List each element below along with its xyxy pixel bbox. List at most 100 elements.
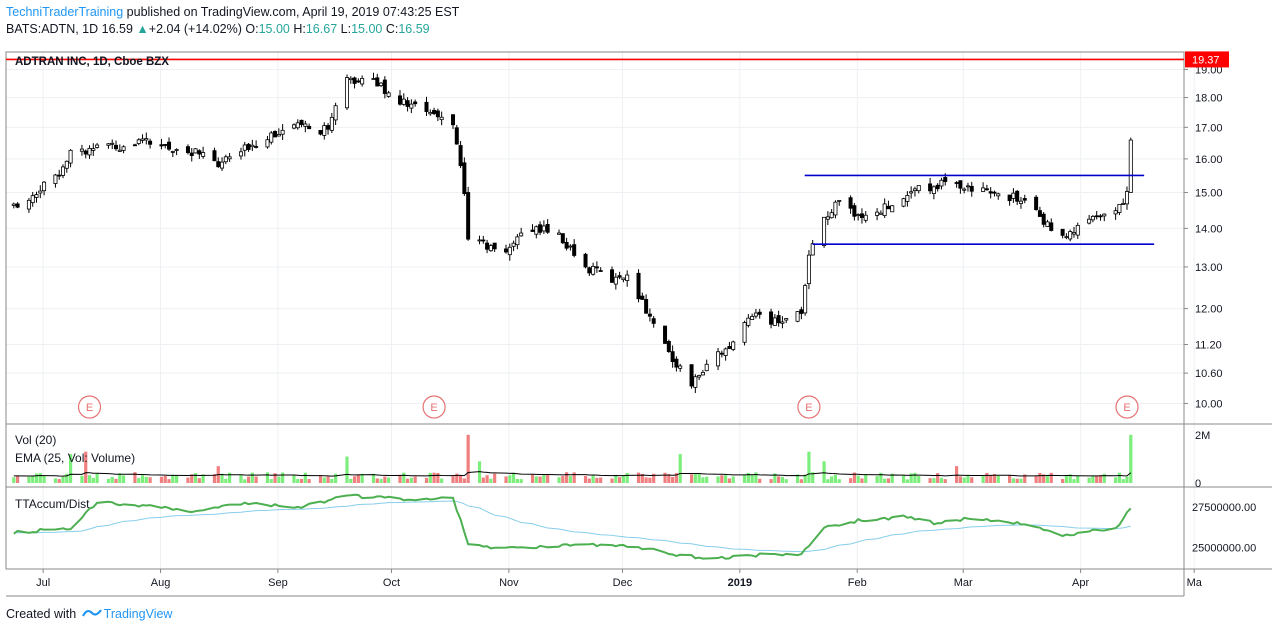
candle-body	[958, 180, 963, 189]
candle-body	[678, 365, 683, 369]
volume-bar	[254, 476, 258, 483]
volume-bar	[273, 473, 277, 483]
volume-bar	[375, 478, 379, 483]
candle-body	[723, 348, 728, 356]
candle-body	[386, 92, 391, 97]
candle-body	[829, 212, 834, 219]
candle-body	[833, 201, 838, 216]
candle-body	[333, 105, 338, 121]
candle-body	[170, 151, 175, 153]
volume-bar	[38, 473, 42, 483]
candle-body	[882, 203, 887, 216]
candle-body	[356, 80, 361, 83]
candle-body	[246, 143, 251, 150]
candle-body	[185, 146, 190, 154]
earnings-marker-label: E	[805, 402, 812, 414]
candle-body	[110, 142, 115, 145]
chart-title: ADTRAN INC, 1D, Cboe BZX	[15, 56, 169, 68]
candle-body	[530, 229, 535, 232]
volume-bar	[780, 476, 785, 483]
candle-body	[504, 248, 509, 253]
volume-bar	[387, 477, 391, 483]
candle-body	[458, 145, 463, 167]
candle-body	[477, 239, 482, 242]
volume-bar	[625, 472, 629, 483]
candle-body	[227, 156, 232, 160]
candle-body	[462, 162, 467, 195]
candle-body	[326, 125, 331, 130]
volume-bar	[345, 456, 349, 483]
candle-body	[121, 146, 126, 151]
volume-bar	[1117, 472, 1122, 483]
candle-body	[148, 140, 153, 145]
candle-body	[822, 216, 827, 246]
price-tick-label: 12.00	[1195, 304, 1223, 316]
volume-bar	[220, 473, 224, 483]
volume-bar	[121, 475, 126, 483]
candle-body	[742, 322, 747, 343]
tradingview-link[interactable]: TradingView	[103, 607, 173, 621]
published-text: published on TradingView.com, April 19, …	[126, 5, 460, 19]
volume-bar	[1129, 434, 1133, 483]
candle-body	[670, 351, 675, 363]
volume-bar	[750, 475, 754, 483]
volume-bar	[87, 475, 92, 483]
price-tick-label: 10.60	[1195, 368, 1223, 380]
volume-bar	[724, 475, 728, 483]
volume-bar	[652, 473, 656, 483]
volume-bar	[402, 472, 406, 483]
volume-bar	[727, 478, 732, 483]
candle-body	[625, 274, 630, 281]
volume-bar	[91, 477, 95, 483]
price-tick-label: 15.00	[1195, 187, 1223, 199]
volume-bar	[557, 477, 561, 483]
volume-bar	[811, 472, 815, 483]
volume-bar	[583, 475, 588, 483]
accum-dist-pane: 27500000.00 25000000.00	[13, 493, 1256, 560]
volume-bar	[565, 472, 569, 483]
candle-body	[492, 242, 497, 250]
volume-bar	[186, 477, 190, 483]
candle-body	[352, 77, 357, 84]
candle-body	[988, 191, 993, 194]
volume-bar	[455, 473, 459, 483]
candle-body	[409, 103, 414, 109]
volume-bar	[118, 473, 122, 483]
candle-body	[538, 224, 543, 233]
candle-body	[34, 194, 39, 198]
earnings-marker-label: E	[1123, 402, 1130, 414]
author-link[interactable]: TechniTraderTraining	[6, 5, 124, 19]
high-value: 16.67	[305, 22, 338, 36]
trend-lines[interactable]	[6, 58, 1184, 246]
volume-bar	[939, 477, 944, 483]
candle-body	[617, 275, 622, 278]
candle-body	[1007, 194, 1012, 202]
volume-bar	[504, 476, 508, 483]
volume-bar	[955, 466, 959, 483]
volume-bar	[886, 478, 891, 483]
candle-body	[413, 101, 418, 105]
volume-bar	[61, 476, 65, 483]
volume-bar	[803, 474, 807, 483]
volume-bar	[595, 477, 599, 483]
volume-bar	[996, 475, 1000, 483]
price-tick-label: 19.00	[1195, 64, 1223, 76]
candle-body	[167, 141, 172, 150]
candle-body	[1041, 213, 1046, 225]
footer: Created with TradingView	[6, 607, 172, 622]
volume-bar	[932, 478, 936, 483]
time-axis[interactable]: Jul Aug Sep Oct Nov Dec 2019 Feb Mar Apr Ma	[36, 569, 1203, 589]
volume-bar	[1091, 475, 1095, 483]
time-tick-label: Dec	[613, 577, 633, 589]
candle-body	[689, 364, 694, 387]
volume-bar	[773, 473, 777, 483]
candle-body	[439, 116, 444, 121]
candle-body	[193, 148, 198, 154]
price-axis[interactable]: 10.00 10.60 11.20 12.00 13.00 14.00 15.00 16.00…	[1184, 51, 1229, 410]
volume-bar	[890, 473, 894, 483]
candle-body	[610, 269, 615, 283]
volume-bar	[110, 476, 114, 483]
candle-body	[1015, 190, 1020, 202]
volume-bar	[409, 477, 413, 483]
